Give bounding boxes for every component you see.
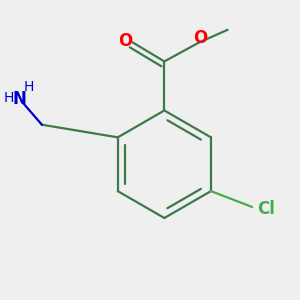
Text: Cl: Cl <box>257 200 275 217</box>
Text: H: H <box>4 92 14 105</box>
Text: O: O <box>194 29 208 47</box>
Text: H: H <box>24 80 34 94</box>
Text: N: N <box>13 90 27 108</box>
Text: O: O <box>118 32 132 50</box>
